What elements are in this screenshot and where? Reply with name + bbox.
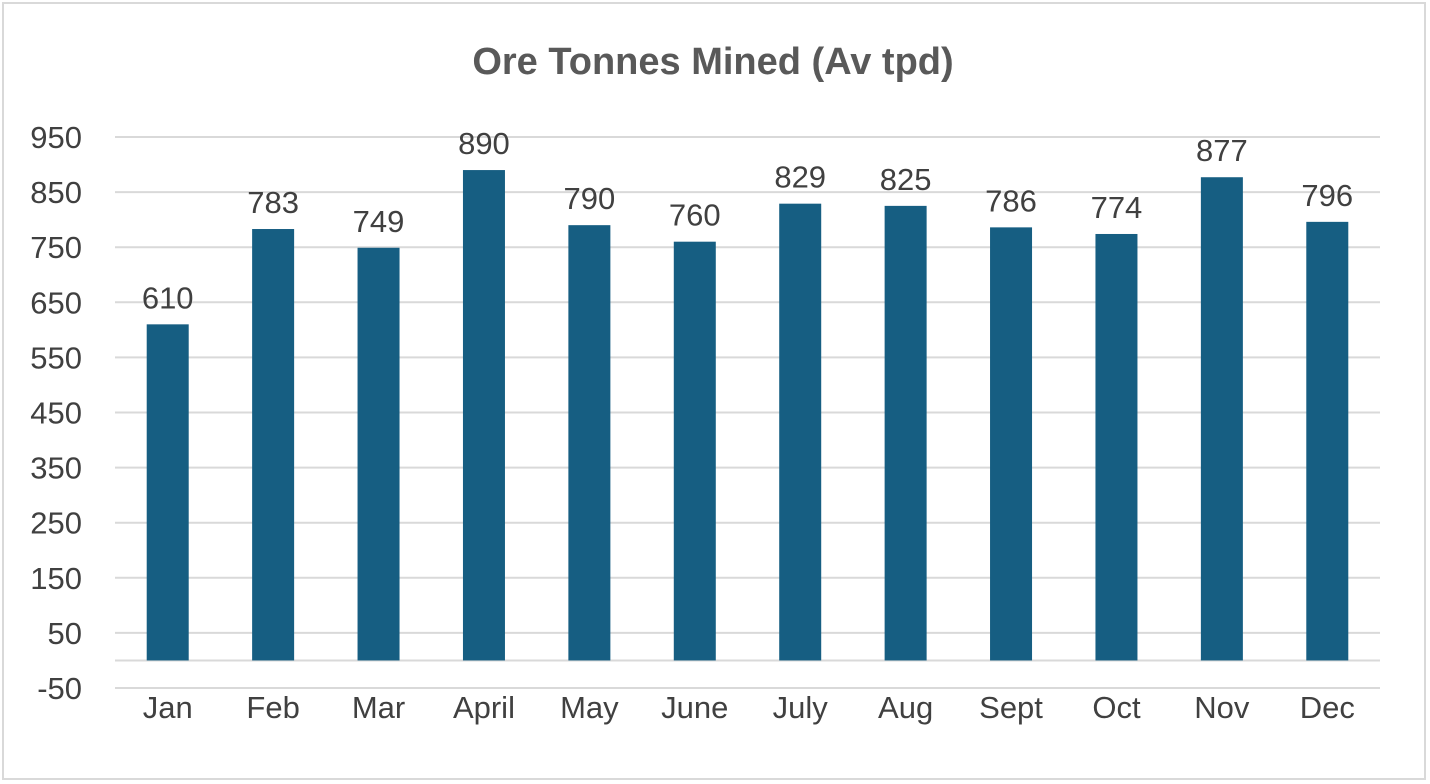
y-tick-label: 850 <box>30 175 82 210</box>
x-tick-label: Aug <box>878 690 933 725</box>
x-tick-label: Feb <box>246 690 299 725</box>
x-tick-label: July <box>773 690 829 725</box>
data-label: 774 <box>1091 190 1143 225</box>
chart-title: Ore Tonnes Mined (Av tpd) <box>472 41 953 83</box>
bar-june <box>673 241 716 661</box>
x-tick-label: Sept <box>979 690 1043 725</box>
bar-feb <box>252 229 295 661</box>
data-label: 796 <box>1301 178 1353 213</box>
x-tick-label: Nov <box>1194 690 1250 725</box>
data-label: 610 <box>142 280 194 315</box>
y-tick-label: 150 <box>30 561 82 596</box>
bar-jan <box>146 324 189 661</box>
y-tick-label: -50 <box>37 671 82 706</box>
data-label: 783 <box>247 185 299 220</box>
y-tick-label: 750 <box>30 230 82 265</box>
bar-nov <box>1200 177 1243 661</box>
data-label: 786 <box>985 183 1037 218</box>
bar-oct <box>1095 233 1138 661</box>
bar-may <box>568 225 611 661</box>
y-tick-label: 650 <box>30 285 82 320</box>
x-tick-label: May <box>560 690 619 725</box>
bar-dec <box>1306 221 1349 661</box>
x-tick-label: June <box>661 690 728 725</box>
y-tick-label: 550 <box>30 340 82 375</box>
data-label: 829 <box>774 160 826 195</box>
data-label: 890 <box>458 126 510 161</box>
x-tick-label: Mar <box>352 690 405 725</box>
bar-mar <box>357 247 400 661</box>
data-label: 790 <box>564 181 616 216</box>
x-tick-label: Oct <box>1092 690 1141 725</box>
y-tick-label: 950 <box>30 120 82 155</box>
data-label: 877 <box>1196 133 1248 168</box>
x-tick-label: April <box>453 690 515 725</box>
x-tick-label: Dec <box>1300 690 1355 725</box>
y-tick-label: 50 <box>48 616 82 651</box>
bar-sept <box>990 227 1033 661</box>
y-tick-label: 450 <box>30 396 82 431</box>
bar-aug <box>884 205 927 661</box>
data-label: 760 <box>669 198 721 233</box>
x-tick-label: Jan <box>143 690 193 725</box>
data-label: 825 <box>880 162 932 197</box>
y-tick-label: 250 <box>30 506 82 541</box>
data-label: 749 <box>353 204 405 239</box>
bar-april <box>462 170 505 661</box>
bar-july <box>779 203 822 661</box>
y-tick-label: 350 <box>30 451 82 486</box>
